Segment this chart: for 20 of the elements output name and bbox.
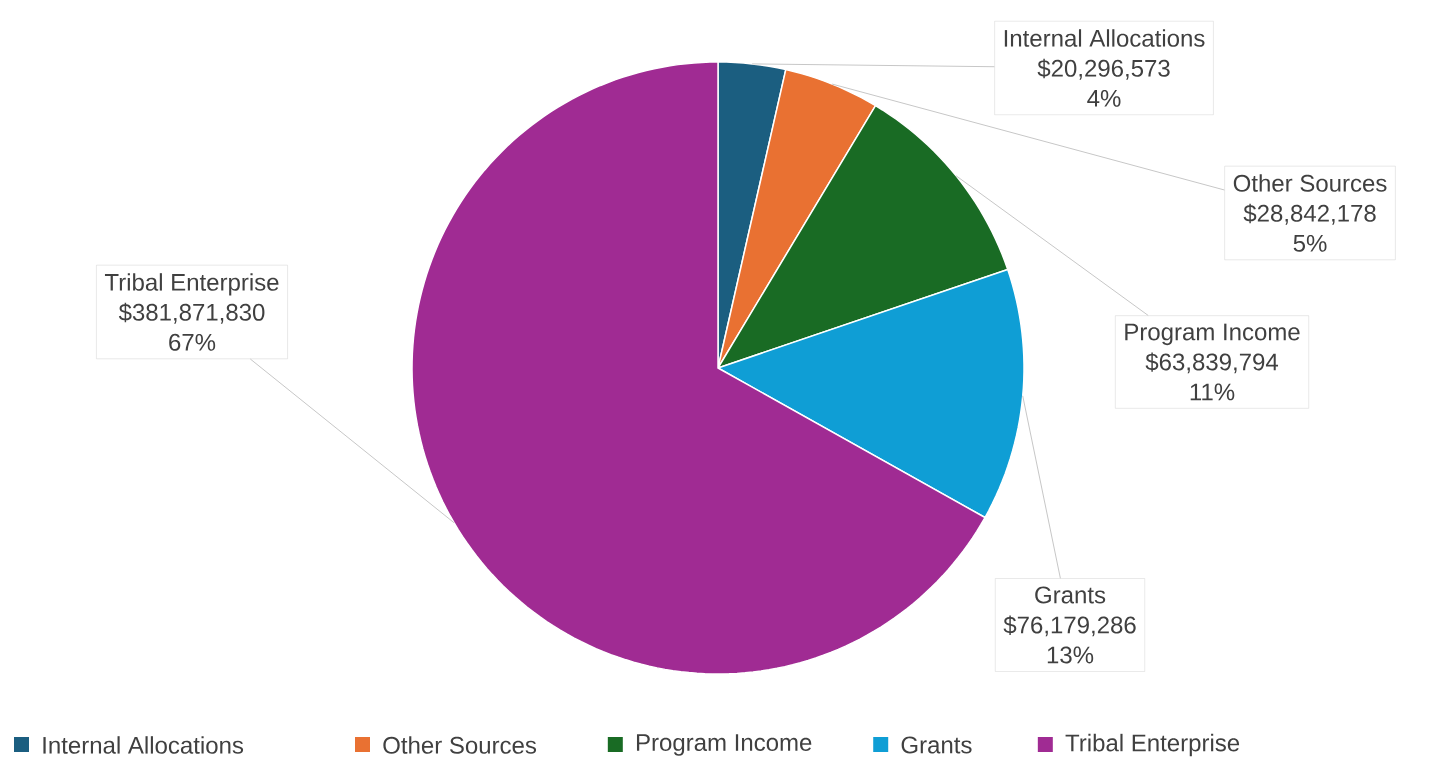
text: 13% — [1047, 646, 1094, 664]
text: 4% — [1087, 89, 1121, 107]
slice-label: Internal Allocations — [1004, 29, 1205, 47]
data-label: $381,871,830 — [118, 302, 265, 324]
data-label: $20,296,573 — [1037, 58, 1170, 80]
legend-label: Other Sources — [383, 736, 537, 754]
legend-label: Program Income — [636, 734, 812, 756]
text: 5% — [1293, 234, 1327, 252]
slice-label: Other Sources — [1233, 174, 1387, 192]
slice-label: Tribal Enterprise — [104, 273, 279, 296]
data-label: $28,842,178 — [1243, 203, 1376, 225]
text: 67% — [169, 333, 216, 351]
data-label: $76,179,286 — [1003, 615, 1136, 637]
slice-label: Grants — [1035, 586, 1106, 604]
legend-label: Internal Allocations — [43, 736, 244, 754]
legend-label: Grants — [901, 736, 972, 754]
slice-label: Program Income — [1125, 323, 1300, 346]
text: 11% — [1190, 383, 1235, 401]
legend-label: Tribal Enterprise — [1065, 733, 1240, 757]
data-label: $63,839,794 — [1145, 352, 1279, 374]
